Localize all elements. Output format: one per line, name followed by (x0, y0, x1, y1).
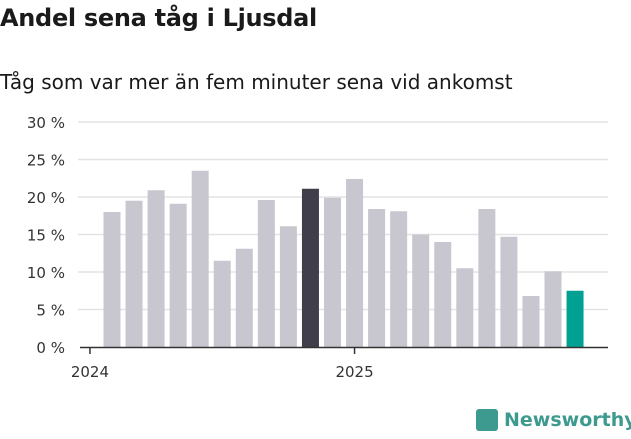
x-tick-label: 2025 (335, 363, 373, 381)
bar (434, 242, 452, 347)
bar (456, 268, 474, 347)
y-tick-label: 0 % (36, 339, 65, 357)
bar (169, 203, 187, 347)
bar (103, 212, 121, 347)
newsworthy-logo: Newsworthy (476, 409, 631, 431)
bar (390, 211, 408, 347)
bar (213, 260, 231, 347)
bar (301, 188, 319, 347)
bar (324, 197, 341, 347)
y-tick-label: 10 % (27, 264, 65, 282)
chart-subtitle: Tåg som var mer än fem minuter sena vid … (0, 70, 513, 94)
bar (500, 236, 518, 347)
bar (544, 271, 562, 347)
chart-title: Andel sena tåg i Ljusdal (0, 4, 317, 32)
bar (346, 179, 364, 347)
bar (257, 200, 275, 347)
x-tick-label: 2024 (71, 363, 109, 381)
y-tick-label: 20 % (27, 189, 65, 207)
bar (368, 209, 386, 347)
y-tick-label: 25 % (27, 152, 65, 170)
bar (412, 234, 430, 347)
bar (566, 290, 584, 347)
y-tick-label: 5 % (36, 302, 65, 320)
bar (279, 226, 297, 347)
logo-icon (476, 409, 498, 431)
y-tick-label: 30 % (27, 114, 65, 132)
y-tick-label: 15 % (27, 227, 65, 245)
bar (235, 248, 253, 347)
bar (522, 296, 540, 347)
bar (125, 200, 143, 347)
logo-text: Newsworthy (504, 409, 631, 431)
bar (191, 170, 209, 347)
bar (147, 190, 165, 347)
bar (478, 209, 496, 347)
